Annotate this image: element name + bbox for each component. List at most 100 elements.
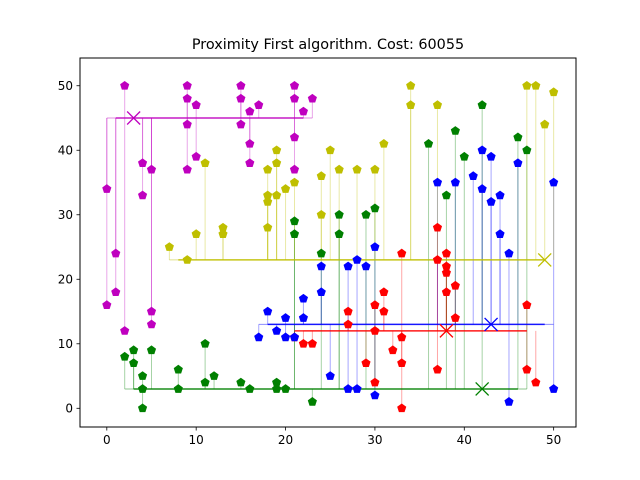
data-point	[504, 248, 514, 258]
data-point	[111, 287, 121, 297]
data-point	[522, 80, 532, 90]
center-marker-stroke	[475, 381, 490, 396]
data-point	[406, 100, 416, 109]
data-point	[343, 319, 353, 329]
data-point	[432, 100, 443, 109]
data-point	[370, 326, 380, 335]
data-point	[334, 229, 344, 238]
data-point	[397, 358, 407, 368]
data-point	[272, 326, 282, 335]
data-point	[236, 377, 246, 387]
data-point	[120, 351, 130, 361]
branch-lines	[106, 85, 555, 409]
data-point	[298, 293, 308, 303]
data-point	[522, 364, 532, 374]
data-point	[245, 139, 255, 148]
data-point	[531, 377, 541, 387]
data-point	[200, 158, 210, 168]
data-point	[549, 384, 559, 393]
data-point	[513, 132, 523, 142]
data-point	[298, 313, 308, 322]
data-point	[450, 313, 460, 322]
data-point	[549, 87, 559, 97]
data-point	[495, 190, 505, 200]
x-tick-label: 30	[367, 433, 382, 447]
data-point	[218, 229, 228, 238]
data-point	[146, 345, 157, 355]
data-point	[316, 171, 326, 180]
data-point	[459, 151, 469, 161]
data-point	[298, 106, 308, 116]
data-point	[441, 287, 451, 297]
data-point	[289, 177, 300, 187]
data-point	[397, 403, 407, 413]
data-point	[397, 248, 407, 258]
center-marker-stroke	[439, 323, 454, 338]
data-point	[254, 100, 264, 109]
data-point	[173, 364, 183, 374]
data-point	[218, 222, 228, 232]
data-point	[441, 268, 451, 277]
data-point	[263, 164, 273, 174]
data-point	[280, 184, 291, 193]
data-point	[289, 132, 300, 142]
data-point	[307, 93, 317, 103]
data-point	[343, 306, 353, 316]
data-point	[522, 145, 532, 155]
data-point	[316, 287, 326, 297]
data-point	[245, 384, 255, 393]
data-point	[245, 158, 255, 168]
data-point	[137, 384, 148, 393]
data-point	[531, 80, 541, 90]
data-point	[307, 338, 317, 348]
data-point	[173, 384, 183, 393]
data-point	[289, 80, 300, 90]
data-point	[316, 248, 326, 258]
data-point	[164, 242, 174, 251]
data-point	[432, 255, 443, 264]
x-tick-label: 50	[546, 433, 561, 447]
data-point	[263, 197, 273, 206]
data-point	[289, 229, 300, 238]
y-tick-label: 50	[58, 79, 73, 93]
data-point	[280, 332, 291, 342]
data-point	[361, 261, 371, 271]
data-point	[182, 119, 192, 129]
data-point	[325, 371, 335, 380]
data-point	[289, 216, 300, 226]
data-point	[343, 261, 353, 271]
data-point	[370, 203, 380, 213]
data-point	[540, 119, 550, 129]
data-point	[352, 384, 362, 393]
data-point	[477, 100, 487, 109]
data-point	[289, 93, 300, 103]
data-point	[468, 171, 478, 180]
data-point	[298, 338, 308, 348]
data-point	[254, 332, 264, 342]
data-point	[432, 177, 443, 187]
data-point	[191, 100, 201, 109]
x-tick-label: 10	[189, 433, 204, 447]
data-point	[102, 300, 112, 309]
data-point	[334, 164, 344, 174]
y-tick-label: 10	[58, 337, 73, 351]
data-point	[370, 164, 380, 174]
data-point	[137, 403, 148, 413]
chart-title: Proximity First algorithm. Cost: 60055	[192, 37, 464, 53]
data-point	[450, 126, 460, 135]
data-point	[370, 377, 380, 387]
data-point	[379, 287, 389, 297]
x-tick-label: 0	[103, 433, 111, 447]
data-point	[477, 145, 487, 155]
data-point	[280, 384, 291, 393]
x-tick-label: 40	[457, 433, 472, 447]
data-point	[495, 229, 505, 238]
data-point	[441, 248, 451, 258]
data-point	[423, 139, 434, 148]
data-point	[441, 190, 451, 200]
data-point	[120, 326, 130, 335]
data-point	[200, 338, 210, 348]
data-point	[129, 345, 139, 355]
data-point	[209, 371, 219, 380]
